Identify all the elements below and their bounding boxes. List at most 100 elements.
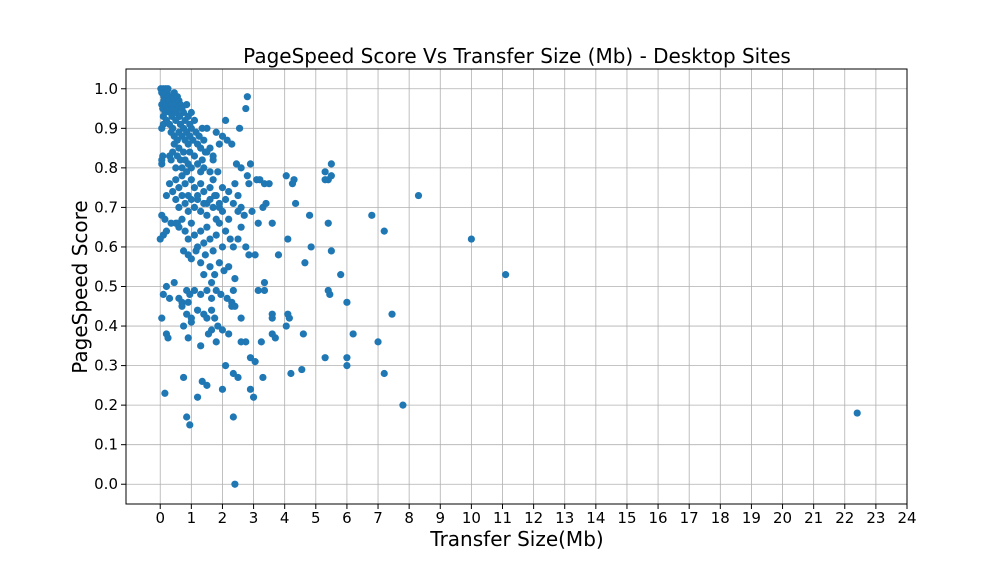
data-point: [321, 354, 329, 362]
data-point: [197, 207, 205, 215]
data-point: [301, 259, 309, 267]
data-point: [284, 235, 292, 243]
x-tick-label: 4: [280, 509, 290, 527]
x-tick-label: 12: [524, 509, 543, 527]
x-tick-label: 20: [773, 509, 792, 527]
data-point: [183, 413, 191, 421]
x-tick-label: 23: [866, 509, 885, 527]
x-tick-label: 3: [249, 509, 259, 527]
data-point: [215, 259, 223, 267]
data-point: [237, 338, 245, 346]
data-point: [192, 247, 200, 255]
data-point: [324, 286, 332, 295]
data-point: [200, 187, 208, 196]
data-point: [187, 176, 195, 184]
data-point: [291, 199, 300, 208]
data-point: [172, 164, 180, 172]
data-point: [203, 124, 211, 132]
data-point: [343, 361, 351, 370]
data-point: [215, 219, 223, 227]
data-point: [181, 199, 189, 208]
x-tick-label: 22: [835, 509, 854, 527]
data-point: [248, 207, 256, 215]
data-point: [234, 373, 242, 382]
x-tick-label: 13: [555, 509, 574, 527]
data-point: [197, 259, 205, 267]
data-point: [178, 191, 186, 200]
data-point: [218, 243, 227, 251]
data-point: [237, 164, 245, 172]
data-point: [184, 235, 192, 243]
data-point: [237, 223, 245, 231]
data-point: [215, 199, 223, 208]
x-tick-label: 6: [342, 509, 352, 527]
data-point: [200, 239, 208, 247]
data-point: [165, 180, 174, 188]
data-point: [190, 203, 199, 212]
data-point: [190, 116, 199, 125]
data-point: [178, 302, 186, 310]
data-point: [193, 393, 202, 401]
data-point: [203, 381, 211, 389]
data-point: [243, 172, 251, 180]
data-point: [321, 176, 329, 184]
data-point: [305, 211, 314, 219]
y-tick-label: 0.0: [94, 475, 118, 493]
data-point: [299, 330, 307, 338]
data-point: [173, 219, 181, 227]
data-point: [209, 247, 217, 255]
data-point: [502, 271, 510, 279]
data-point: [197, 180, 205, 188]
data-point: [187, 219, 195, 227]
data-point: [225, 187, 233, 196]
data-point: [349, 330, 357, 338]
data-point: [245, 251, 253, 259]
data-point: [242, 104, 250, 113]
data-point: [207, 294, 216, 302]
data-point: [262, 199, 270, 208]
y-tick-label: 1.0: [94, 80, 118, 98]
y-tick-label: 0.2: [94, 396, 118, 414]
x-axis-label: Transfer Size(Mb): [429, 527, 603, 551]
data-point: [231, 302, 239, 310]
data-point: [327, 247, 335, 255]
data-point: [200, 199, 208, 208]
data-point: [215, 140, 223, 148]
x-tick-label: 18: [711, 509, 730, 527]
data-point: [159, 120, 167, 128]
data-point: [260, 286, 269, 295]
data-point: [235, 124, 244, 132]
x-tick-label: 8: [404, 509, 414, 527]
data-point: [225, 215, 233, 223]
data-point: [207, 306, 216, 314]
data-point: [234, 235, 242, 243]
data-point: [218, 326, 227, 334]
data-point: [257, 338, 265, 346]
data-points: [156, 85, 861, 488]
data-point: [179, 148, 188, 156]
data-point: [221, 227, 230, 235]
data-point: [217, 290, 225, 299]
data-point: [343, 298, 351, 306]
data-point: [169, 187, 177, 196]
data-point: [225, 263, 233, 271]
data-point: [245, 180, 253, 188]
data-point: [243, 93, 251, 101]
data-point: [212, 128, 220, 136]
data-point: [183, 100, 191, 109]
y-tick-label: 0.7: [94, 198, 118, 216]
data-point: [374, 338, 382, 346]
data-point: [197, 290, 205, 299]
data-point: [225, 330, 233, 338]
data-point: [175, 203, 183, 212]
data-point: [265, 180, 273, 188]
x-tick-label: 2: [218, 509, 228, 527]
x-tick-label: 10: [462, 509, 481, 527]
x-tick-label: 16: [649, 509, 668, 527]
data-point: [218, 385, 227, 393]
data-point: [229, 413, 237, 421]
data-point: [203, 211, 211, 219]
y-tick-label: 0.3: [94, 357, 118, 375]
data-point: [229, 199, 237, 208]
